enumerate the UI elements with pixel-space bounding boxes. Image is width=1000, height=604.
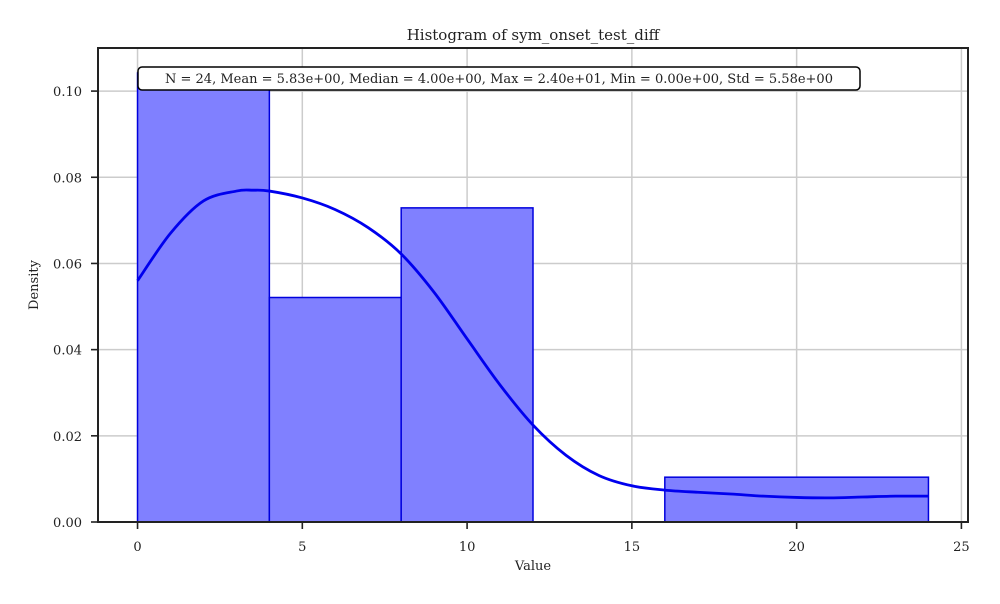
- kde-line: [136, 188, 929, 500]
- x-tick-label: 15: [624, 540, 641, 555]
- x-axis-label: Value: [514, 559, 551, 574]
- histogram-bars: [136, 72, 930, 523]
- x-tick-label: 10: [459, 540, 476, 555]
- histogram-bar-1: [268, 296, 402, 523]
- axes-frame: [97, 47, 969, 523]
- stats-annotation-text: N = 24, Mean = 5.83e+00, Median = 4.00e+…: [165, 72, 833, 87]
- x-tick-label: 25: [953, 540, 970, 555]
- y-axis-label: Density: [27, 259, 42, 310]
- chart-title: Histogram of sym_onset_test_diff: [407, 26, 661, 44]
- stats-annotation-box: [137, 66, 861, 91]
- x-tick-label: 20: [788, 540, 805, 555]
- histogram-bar-4: [664, 476, 930, 523]
- ticks: 0 5 10 15 20 25 0.00 0.02 0.04 0.06 0.08 0.10: [53, 85, 970, 555]
- y-tick-label: 0.10: [53, 85, 82, 100]
- y-tick-label: 0.08: [53, 171, 82, 186]
- stats-annotation: N = 24, Mean = 5.83e+00, Median = 4.00e+…: [137, 66, 861, 91]
- y-tick-label: 0.06: [53, 257, 82, 272]
- histogram-bar-2: [400, 207, 534, 523]
- histogram-bar-0: [136, 72, 271, 523]
- y-tick-label: 0.02: [53, 430, 82, 445]
- y-tick-label: 0.00: [53, 516, 82, 531]
- x-tick-label: 5: [298, 540, 306, 555]
- x-tick-label: 0: [133, 540, 141, 555]
- y-tick-label: 0.04: [53, 344, 82, 359]
- axes: [97, 47, 969, 523]
- kde-curve: [136, 188, 929, 500]
